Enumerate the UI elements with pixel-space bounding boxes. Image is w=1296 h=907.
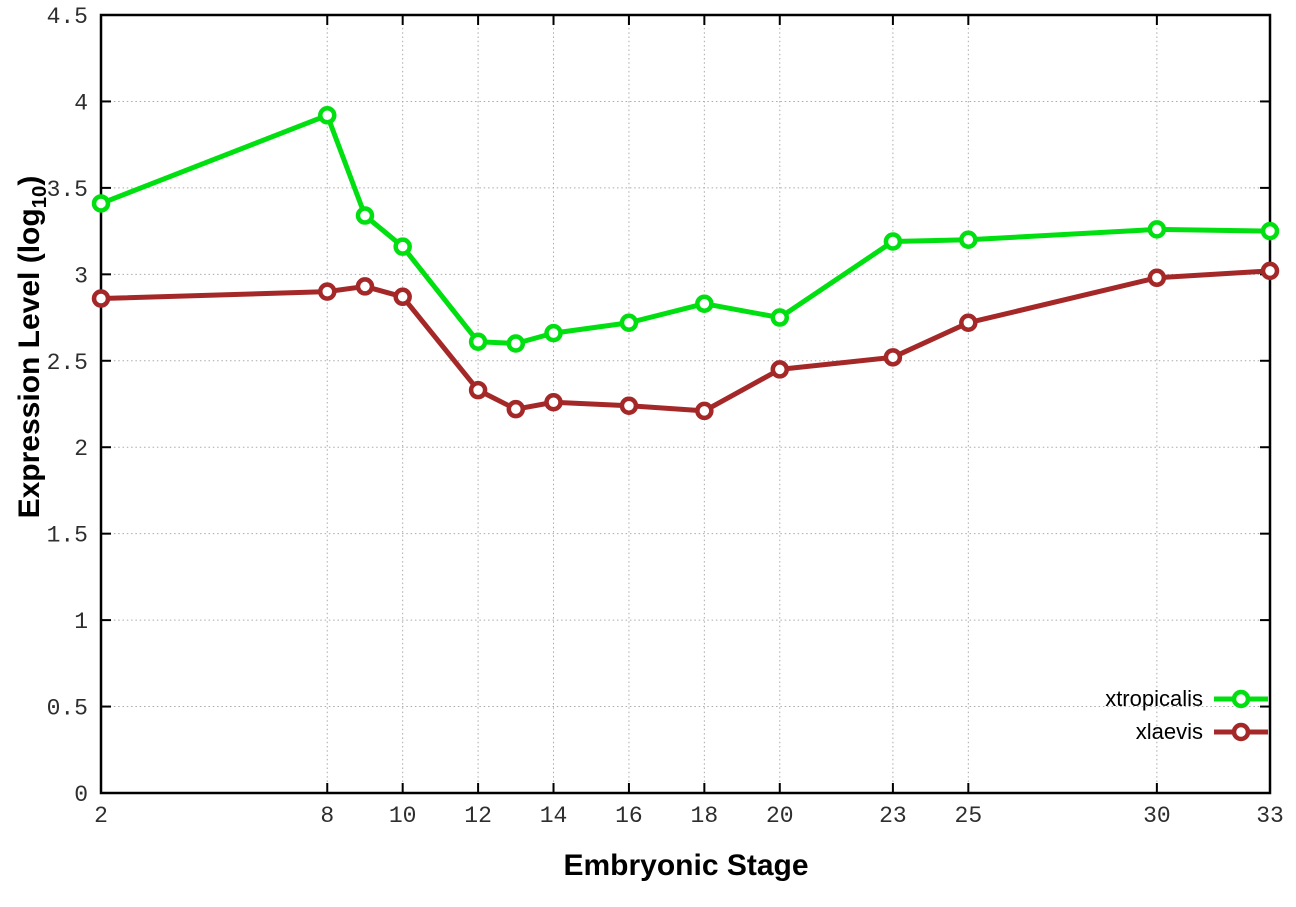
tick-marks — [100, 14, 1271, 794]
gridlines — [101, 15, 1270, 793]
plot-border — [99, 13, 1272, 795]
y-tick-label: 2 — [74, 436, 88, 462]
y-tick-label: 4 — [74, 90, 88, 116]
y-axis-title-subscript: 10 — [29, 185, 51, 209]
data-point-xtropicalis-stage-30 — [1147, 220, 1167, 239]
x-tick-label: 33 — [1256, 803, 1284, 829]
data-point-xlaevis-stage-25 — [959, 313, 978, 332]
y-tick-label: 2.5 — [47, 350, 88, 376]
x-tick-label: 14 — [540, 803, 568, 829]
x-tick-label: 23 — [879, 803, 907, 829]
data-point-xtropicalis-stage-8 — [318, 106, 337, 125]
tick-labels: 2 8 10 12 14 16 18 20 23 25 30 33 0 0.5 1 1.5 2 2.5 3 3.5 4 4… — [47, 4, 1284, 829]
y-tick-label: 1 — [74, 609, 88, 635]
y-tick-label: 4.5 — [47, 4, 88, 30]
series-xtropicalis — [91, 106, 1280, 353]
x-axis-title: Embryonic Stage — [563, 849, 809, 882]
data-point-xtropicalis-stage-33 — [1260, 221, 1280, 241]
y-axis-title-text: Expression Level (log — [13, 208, 46, 519]
data-point-xtropicalis-stage-10 — [393, 237, 412, 256]
legend-item-xtropicalis: xtropicalis — [1105, 686, 1270, 712]
data-point-xlaevis-stage-13 — [506, 399, 526, 419]
data-point-xtropicalis-stage-13 — [506, 334, 526, 353]
data-point-xtropicalis-stage-14 — [544, 323, 563, 343]
series-xlaevis — [91, 261, 1280, 421]
legend-point-sample — [1231, 722, 1251, 742]
y-tick-label: 3.5 — [47, 177, 88, 203]
legend-marker-xlaevis — [1214, 722, 1268, 742]
y-tick-label: 0 — [74, 782, 88, 808]
legend-marker-xtropicalis — [1214, 689, 1268, 709]
data-point-xtropicalis-stage-12 — [468, 332, 488, 352]
data-point-xlaevis-stage-9 — [355, 277, 375, 296]
y-tick-label: 0.5 — [47, 696, 88, 722]
y-axis-title-close: ) — [13, 175, 46, 186]
legend-item-xlaevis: xlaevis — [1136, 719, 1270, 745]
data-point-xlaevis-stage-12 — [468, 380, 488, 400]
x-tick-label: 12 — [464, 803, 492, 829]
series-line-xtropicalis — [98, 112, 1273, 346]
data-point-xlaevis-stage-14 — [544, 393, 563, 412]
x-tick-label: 30 — [1143, 803, 1171, 829]
data-point-xtropicalis-stage-2 — [91, 194, 111, 213]
x-tick-label: 16 — [615, 803, 643, 829]
x-tick-label: 20 — [766, 803, 794, 829]
data-point-xlaevis-stage-10 — [393, 287, 412, 307]
legend-point-sample — [1231, 689, 1251, 709]
data-point-xtropicalis-stage-9 — [355, 206, 375, 225]
legend-label-xlaevis: xlaevis — [1135, 719, 1203, 744]
x-tick-label: 8 — [320, 803, 334, 829]
data-point-xlaevis-stage-18 — [695, 401, 714, 421]
data-point-xtropicalis-stage-18 — [695, 294, 714, 313]
data-point-xlaevis-stage-16 — [619, 396, 639, 415]
series-line-xlaevis — [98, 268, 1273, 414]
x-tick-label: 25 — [955, 803, 983, 829]
x-tick-label: 18 — [691, 803, 719, 829]
y-tick-label: 3 — [74, 263, 88, 289]
data-point-xtropicalis-stage-23 — [883, 232, 903, 251]
x-tick-label: 2 — [94, 803, 108, 829]
y-tick-label: 1.5 — [47, 523, 88, 549]
x-tick-label: 10 — [389, 803, 417, 829]
data-point-xlaevis-stage-8 — [318, 282, 337, 301]
data-point-xlaevis-stage-20 — [770, 360, 790, 379]
legend: xtropicalis xlaevis — [1105, 686, 1270, 745]
y-axis-title: Expression Level (log10) — [13, 175, 51, 519]
legend-label-xtropicalis: xtropicalis — [1105, 686, 1203, 711]
data-point-xtropicalis-stage-16 — [619, 313, 639, 332]
data-point-xlaevis-stage-33 — [1260, 261, 1280, 281]
data-point-xlaevis-stage-23 — [883, 348, 903, 367]
data-point-xtropicalis-stage-20 — [770, 308, 790, 327]
data-point-xtropicalis-stage-25 — [959, 230, 978, 250]
data-point-xlaevis-stage-2 — [91, 289, 111, 308]
data-point-xlaevis-stage-30 — [1147, 268, 1167, 288]
